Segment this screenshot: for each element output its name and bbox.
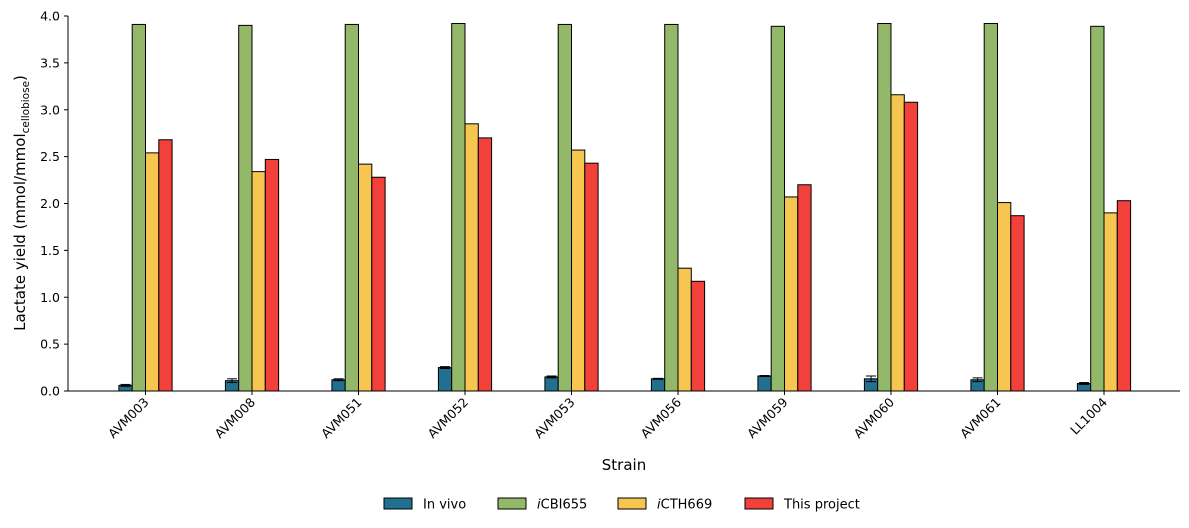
- legend-swatch: [744, 497, 774, 510]
- x-tick-label: AVM059: [744, 394, 791, 441]
- x-tick-label: LL1004: [1067, 394, 1110, 437]
- y-axis-label-close: ): [11, 75, 29, 81]
- bar-this-project-avm059: [797, 184, 812, 392]
- x-axis-label: Strain: [602, 456, 646, 474]
- legend-item: This project: [744, 497, 860, 513]
- bar-this-project-ll1004: [1116, 200, 1132, 392]
- bar-this-project-avm051: [371, 176, 386, 392]
- bar-icth669-avm059: [784, 196, 799, 392]
- error-bar: [440, 366, 451, 369]
- bar-in-vivo-avm051: [331, 379, 346, 392]
- legend-label: This project: [783, 498, 860, 513]
- x-tick-label: AVM003: [105, 395, 152, 442]
- x-tick-label: AVM052: [424, 395, 471, 442]
- bar-icbi655-avm059: [770, 25, 786, 392]
- bar-icbi655-avm053: [557, 23, 573, 392]
- y-tick-label: 4.0: [40, 9, 60, 24]
- bar-in-vivo-avm052: [437, 367, 453, 392]
- bar-icbi655-avm060: [877, 23, 892, 392]
- y-axis-label-main: Lactate yield (mmol/mmol: [11, 133, 29, 331]
- bar-icth669-avm060: [890, 94, 905, 392]
- y-tick-label: 0.5: [40, 337, 60, 352]
- bar-in-vivo-avm056: [650, 378, 666, 392]
- y-tick-label: 3.0: [40, 102, 60, 117]
- bar-icth669-avm056: [677, 267, 692, 392]
- legend-label: iCTH669: [657, 498, 712, 513]
- x-tick-label: AVM060: [850, 394, 897, 441]
- bar-icth669-avm003: [145, 152, 160, 392]
- y-tick-label: 0.0: [40, 384, 60, 399]
- bars-group: [118, 23, 1132, 392]
- bar-this-project-avm008: [264, 158, 280, 392]
- error-bar: [1079, 382, 1090, 385]
- legend: In vivo iCBI655 iCTH669 This project: [383, 497, 860, 513]
- bar-this-project-avm053: [584, 162, 599, 392]
- bar-icbi655-ll1004: [1090, 25, 1105, 392]
- bar-this-project-avm061: [1010, 215, 1025, 392]
- bar-in-vivo-avm059: [757, 375, 772, 392]
- error-bar: [227, 378, 238, 384]
- y-axis-label-subscript: cellobiose: [20, 81, 32, 133]
- bar-icbi655-avm008: [238, 24, 253, 392]
- error-bar: [759, 375, 770, 377]
- error-bars-group: [120, 366, 1090, 387]
- error-bar: [653, 377, 664, 380]
- legend-swatch: [383, 497, 413, 510]
- legend-label: In vivo: [423, 498, 466, 513]
- legend-swatch: [617, 497, 647, 510]
- y-tick-label: 2.5: [40, 149, 60, 164]
- bar-icth669-avm051: [358, 163, 373, 392]
- x-tick-label: AVM053: [531, 395, 578, 442]
- legend-item: iCBI655: [497, 497, 587, 513]
- bar-icbi655-avm052: [451, 23, 466, 392]
- bar-icth669-avm053: [571, 149, 586, 392]
- bar-icbi655-avm051: [344, 23, 360, 392]
- error-bar: [546, 375, 557, 379]
- bar-this-project-avm052: [477, 137, 493, 392]
- error-bar: [866, 375, 877, 383]
- y-tick-label: 2.0: [40, 196, 60, 211]
- bar-icth669-ll1004: [1103, 212, 1118, 392]
- y-tick-label: 1.0: [40, 290, 60, 305]
- error-bar: [333, 378, 344, 382]
- legend-item: iCTH669: [617, 497, 712, 513]
- x-tick-label: AVM051: [318, 395, 365, 442]
- bar-this-project-avm060: [903, 101, 919, 392]
- bar-in-vivo-avm053: [544, 376, 559, 392]
- bar-icbi655-avm003: [131, 23, 146, 392]
- bar-icth669-avm008: [251, 171, 266, 392]
- legend-item: In vivo: [383, 497, 466, 513]
- y-tick-label: 3.5: [40, 55, 60, 70]
- bar-icbi655-avm056: [664, 23, 679, 392]
- x-tick-label: AVM008: [211, 394, 258, 441]
- legend-swatch: [497, 497, 527, 510]
- error-bar: [972, 377, 983, 383]
- y-axis: 0.0 0.5 1.0 1.5 2.0 2.5 3.0 3.5 4.0: [40, 9, 68, 399]
- bar-icth669-avm061: [997, 202, 1012, 392]
- error-bar: [120, 383, 131, 387]
- bar-this-project-avm056: [690, 280, 706, 392]
- x-axis: AVM003 AVM008 AVM051 AVM052 AVM053 AVM056 AVM0…: [105, 391, 1110, 441]
- legend-label: iCBI655: [537, 498, 587, 513]
- bar-icth669-avm052: [464, 123, 479, 392]
- bar-icbi655-avm061: [983, 23, 999, 392]
- x-tick-label: AVM056: [637, 394, 684, 441]
- y-tick-label: 1.5: [40, 243, 60, 258]
- y-axis-label: Lactate yield (mmol/mmolcellobiose): [11, 75, 32, 331]
- x-tick-label: AVM061: [957, 395, 1004, 442]
- bar-this-project-avm003: [158, 139, 173, 392]
